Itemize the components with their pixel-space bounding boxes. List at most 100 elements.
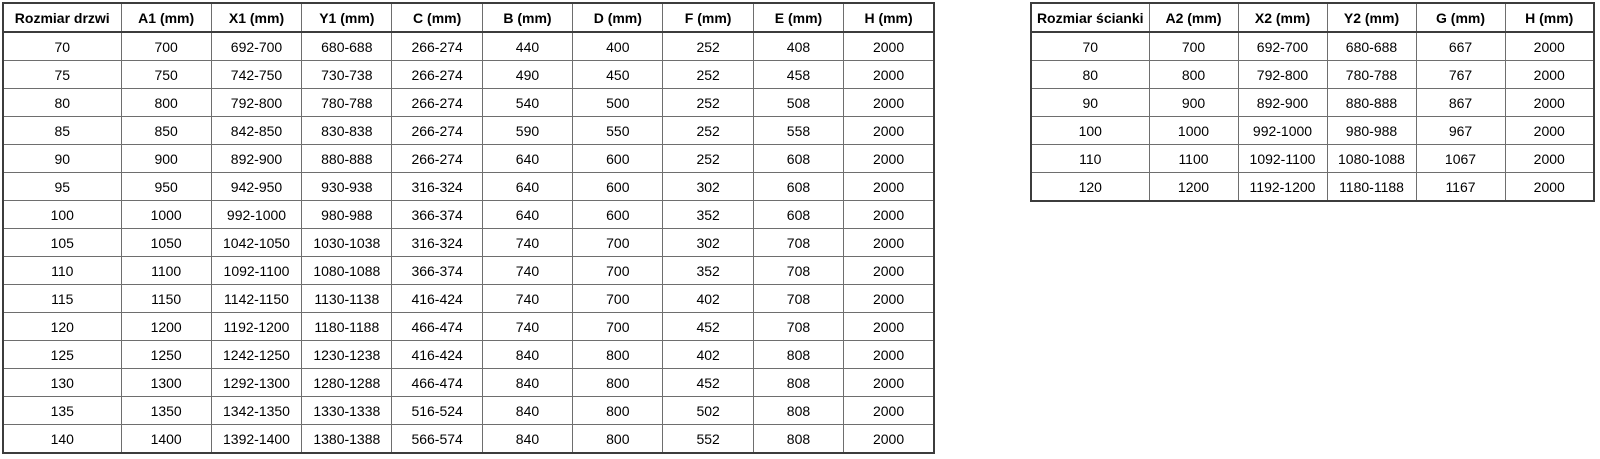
table-cell: 608: [752, 172, 845, 201]
table-row: 110 1100 1092-1100 1080-1088 366-374 740 700 35…: [2, 256, 935, 285]
table-cell: 992-1000: [210, 200, 303, 229]
table-cell: 767: [1415, 60, 1506, 89]
table-cell: 880-888: [301, 144, 393, 173]
table-cell: 2000: [843, 172, 935, 201]
door-table-body: 70 700 692-700 680-688 266-274 440 400 252 408 20…: [2, 31, 935, 454]
table-row: 130 1300 1292-1300 1280-1288 466-474 840 800 45…: [2, 368, 935, 397]
column-header: D (mm): [572, 2, 664, 33]
table-row: 120 1200 1192-1200 1180-1188 466-474 740 700 45…: [2, 312, 935, 341]
table-row: 100 1000 992-1000 980-988 366-374 640 600 352 60…: [2, 200, 935, 229]
table-cell: 135: [2, 396, 122, 425]
table-cell: 808: [752, 340, 845, 369]
table-cell: 680-688: [1326, 31, 1417, 61]
table-cell: 1067: [1415, 144, 1506, 173]
table-cell: 100: [2, 200, 122, 229]
table-cell: 1250: [120, 340, 212, 369]
table-cell: 400: [572, 31, 664, 61]
table-cell: 2000: [843, 228, 935, 257]
table-cell: 466-474: [391, 368, 483, 397]
table-cell: 967: [1415, 116, 1506, 145]
column-header: E (mm): [752, 2, 845, 33]
table-cell: 1000: [120, 200, 212, 229]
table-cell: 140: [2, 424, 122, 454]
table-cell: 252: [662, 60, 754, 89]
column-header: A1 (mm): [120, 2, 212, 33]
table-cell: 80: [1030, 60, 1150, 89]
table-cell: 2000: [1504, 172, 1595, 202]
table-cell: 366-374: [391, 200, 483, 229]
table-cell: 402: [662, 340, 754, 369]
table-cell: 1142-1150: [210, 284, 303, 313]
table-cell: 1330-1338: [301, 396, 393, 425]
column-header: Y2 (mm): [1326, 2, 1417, 33]
table-cell: 2000: [1504, 31, 1595, 61]
table-row: 105 1050 1042-1050 1030-1038 316-324 740 700 30…: [2, 228, 935, 257]
table-cell: 110: [1030, 144, 1150, 173]
table-cell: 1167: [1415, 172, 1506, 202]
table-cell: 880-888: [1326, 88, 1417, 117]
table-row: 125 1250 1242-1250 1230-1238 416-424 840 800 40…: [2, 340, 935, 369]
table-cell: 840: [481, 424, 574, 454]
table-cell: 95: [2, 172, 122, 201]
table-cell: 1150: [120, 284, 212, 313]
table-cell: 1192-1200: [1237, 172, 1328, 202]
table-cell: 452: [662, 312, 754, 341]
table-cell: 1392-1400: [210, 424, 303, 454]
table-cell: 1200: [120, 312, 212, 341]
table-cell: 842-850: [210, 116, 303, 145]
table-cell: 416-424: [391, 340, 483, 369]
table-cell: 2000: [1504, 144, 1595, 173]
table-cell: 1092-1100: [210, 256, 303, 285]
table-cell: 700: [572, 256, 664, 285]
table-cell: 450: [572, 60, 664, 89]
table-cell: 980-988: [1326, 116, 1417, 145]
table-cell: 1180-1188: [301, 312, 393, 341]
table-cell: 2000: [843, 256, 935, 285]
table-cell: 800: [1148, 60, 1239, 89]
table-cell: 792-800: [1237, 60, 1328, 89]
table-row: 90 900 892-900 880-888 266-274 640 600 252 608 20…: [2, 144, 935, 173]
table-row: 80 800 792-800 780-788 266-274 540 500 252 508 20…: [2, 88, 935, 117]
table-row: 70 700 692-700 680-688 266-274 440 400 252 408 20…: [2, 31, 935, 61]
table-cell: 508: [752, 88, 845, 117]
table-cell: 550: [572, 116, 664, 145]
table-cell: 667: [1415, 31, 1506, 61]
table-cell: 1100: [120, 256, 212, 285]
table-row: 100 1000 992-1000 980-988 967 2000: [1030, 116, 1595, 145]
table-cell: 892-900: [1237, 88, 1328, 117]
column-header: B (mm): [481, 2, 574, 33]
table-cell: 892-900: [210, 144, 303, 173]
table-cell: 800: [572, 340, 664, 369]
table-row: 140 1400 1392-1400 1380-1388 566-574 840 800 55…: [2, 424, 935, 454]
panel-table-body: 70 700 692-700 680-688 667 2000 80 800 792-800 78…: [1030, 31, 1595, 202]
table-cell: 115: [2, 284, 122, 313]
column-header: H (mm): [1504, 2, 1595, 33]
table-cell: 1280-1288: [301, 368, 393, 397]
door-table-header-row: Rozmiar drzwi A1 (mm) X1 (mm) Y1 (mm) C (mm)…: [2, 2, 935, 33]
table-cell: 740: [481, 312, 574, 341]
table-cell: 466-474: [391, 312, 483, 341]
column-header: Y1 (mm): [301, 2, 393, 33]
column-header: Rozmiar drzwi: [2, 2, 122, 33]
table-cell: 730-738: [301, 60, 393, 89]
table-cell: 867: [1415, 88, 1506, 117]
table-row: 90 900 892-900 880-888 867 2000: [1030, 88, 1595, 117]
table-cell: 2000: [843, 368, 935, 397]
table-cell: 500: [572, 88, 664, 117]
table-cell: 266-274: [391, 88, 483, 117]
table-cell: 600: [572, 172, 664, 201]
table-cell: 366-374: [391, 256, 483, 285]
table-cell: 700: [120, 31, 212, 61]
column-header: H (mm): [843, 2, 935, 33]
table-cell: 110: [2, 256, 122, 285]
table-cell: 502: [662, 396, 754, 425]
table-cell: 266-274: [391, 60, 483, 89]
table-cell: 800: [572, 396, 664, 425]
table-cell: 2000: [843, 340, 935, 369]
table-cell: 1350: [120, 396, 212, 425]
table-cell: 640: [481, 144, 574, 173]
table-cell: 830-838: [301, 116, 393, 145]
table-cell: 90: [1030, 88, 1150, 117]
table-cell: 780-788: [1326, 60, 1417, 89]
table-cell: 552: [662, 424, 754, 454]
